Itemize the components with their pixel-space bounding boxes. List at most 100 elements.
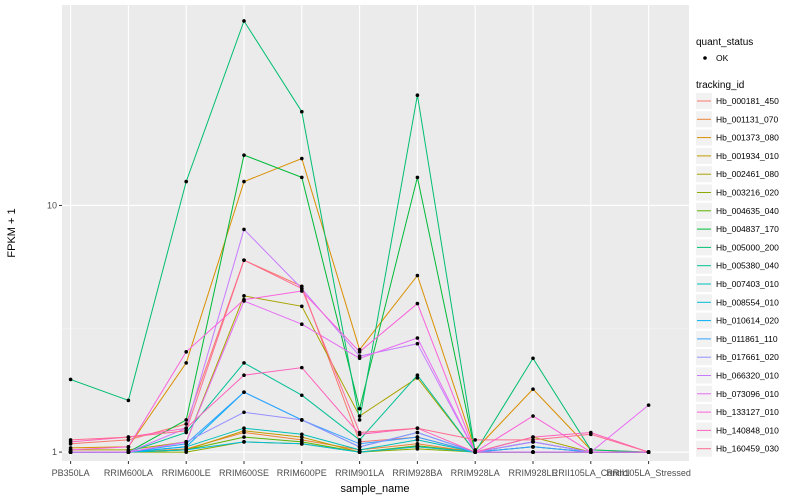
data-point-Hb_005380_040 — [300, 393, 304, 398]
x-axis: PB350LA RRIM600LA RRIM600LE RRIM600SE RRIM60… — [52, 461, 691, 478]
data-point-Hb_011861_110 — [242, 390, 246, 394]
data-point-Hb_007403_010 — [242, 426, 246, 430]
legend-label: Hb_001934_010 — [716, 151, 779, 161]
x-tick-label: RRIM600LE — [162, 468, 211, 478]
legend-quant-status-key — [703, 56, 707, 60]
data-point-Hb_005000_200 — [357, 418, 362, 422]
data-point-Hb_005000_200 — [531, 356, 535, 361]
data-point-Hb_000181_450 — [184, 422, 188, 426]
x-axis-title: sample_name — [340, 483, 409, 495]
data-point-Hb_011861_110 — [357, 442, 362, 446]
data-point-Hb_160459_030 — [242, 258, 246, 262]
data-point-Hb_133127_010 — [589, 450, 593, 454]
y-axis: 1 10 — [47, 200, 62, 457]
data-point-Hb_017661_020 — [242, 410, 246, 415]
data-point-Hb_140848_010 — [184, 426, 188, 430]
data-point-Hb_005000_200 — [300, 109, 304, 114]
legend-label: Hb_133127_010 — [716, 407, 779, 417]
legend-label: Hb_010614_020 — [716, 316, 779, 326]
data-point-Hb_066320_010 — [415, 341, 420, 346]
data-point-Hb_073096_010 — [184, 440, 188, 444]
data-point-Hb_001373_080 — [184, 361, 188, 365]
data-point-Hb_073096_010 — [646, 403, 651, 407]
data-point-Hb_008554_010 — [184, 448, 188, 452]
data-point-Hb_005000_200 — [415, 93, 420, 97]
data-point-Hb_133127_010 — [357, 350, 362, 354]
data-point-Hb_002461_080 — [357, 414, 362, 418]
legend-tracking-title: tracking_id — [696, 80, 744, 91]
data-point-Hb_011861_110 — [415, 435, 420, 439]
data-point-Hb_160459_030 — [589, 432, 593, 437]
legend-label: Hb_066320_010 — [716, 371, 779, 381]
data-point-Hb_008554_010 — [242, 440, 246, 444]
data-point-Hb_073096_010 — [531, 450, 535, 454]
data-point-Hb_140848_010 — [300, 365, 304, 370]
data-point-Hb_140848_010 — [473, 450, 478, 454]
data-point-Hb_133127_010 — [68, 448, 73, 452]
data-point-Hb_133127_010 — [415, 301, 420, 306]
data-point-Hb_005000_200 — [184, 179, 188, 184]
data-point-Hb_073096_010 — [126, 450, 131, 454]
data-point-Hb_066320_010 — [242, 227, 246, 232]
x-tick-label: RRII105LA_Control — [552, 468, 630, 478]
data-point-Hb_017661_020 — [300, 418, 304, 422]
data-point-Hb_133127_010 — [242, 297, 246, 302]
legend-label: Hb_017661_020 — [716, 352, 779, 362]
data-point-Hb_001373_080 — [531, 387, 535, 391]
legend-label: Hb_011861_110 — [716, 334, 778, 344]
data-point-Hb_005000_200 — [242, 19, 246, 23]
data-point-Hb_160459_030 — [184, 428, 188, 433]
legend-label: Hb_140848_010 — [716, 425, 779, 435]
data-point-Hb_005380_040 — [357, 438, 362, 442]
data-point-Hb_008554_010 — [357, 450, 362, 454]
x-tick-label: RRIM928LE — [508, 468, 557, 478]
data-point-Hb_073096_010 — [415, 336, 420, 340]
data-point-Hb_160459_030 — [646, 450, 651, 454]
legend-tracking-items: Hb_000181_450 Hb_001131_070 Hb_001373_080 H… — [696, 93, 779, 457]
x-tick-label: RRII105LA_Stressed — [606, 468, 691, 478]
plot-panel — [62, 5, 689, 461]
data-point-Hb_007403_010 — [300, 432, 304, 437]
legend-label: Hb_073096_010 — [716, 389, 779, 399]
data-point-Hb_001373_080 — [300, 156, 304, 161]
legend-label: Hb_004837_170 — [716, 224, 779, 234]
legend-label: Hb_001373_080 — [716, 133, 779, 143]
data-point-Hb_160459_030 — [300, 286, 304, 291]
data-point-Hb_160459_030 — [68, 438, 73, 442]
data-point-Hb_004837_170 — [357, 406, 362, 411]
data-point-Hb_002461_080 — [300, 304, 304, 309]
data-point-Hb_005000_200 — [68, 377, 73, 382]
y-tick-label: 1 — [52, 447, 57, 457]
x-tick-label: RRIM600PE — [277, 468, 327, 478]
data-point-Hb_073096_010 — [357, 356, 362, 361]
data-point-Hb_160459_030 — [473, 438, 478, 442]
legend-label: Hb_000181_450 — [716, 96, 779, 106]
data-point-Hb_002461_080 — [415, 376, 420, 380]
grid-major — [62, 5, 689, 461]
y-tick-label: 10 — [47, 200, 57, 210]
data-point-Hb_004837_170 — [300, 175, 304, 180]
data-point-Hb_005380_040 — [415, 373, 420, 377]
data-point-Hb_133127_010 — [126, 445, 131, 449]
legend-label: Hb_004635_040 — [716, 206, 779, 216]
data-point-Hb_160459_030 — [126, 435, 131, 439]
data-point-Hb_010614_020 — [184, 445, 188, 449]
x-tick-label: RRIM600LA — [104, 468, 153, 478]
data-point-Hb_140848_010 — [531, 435, 535, 439]
data-point-Hb_011861_110 — [531, 445, 535, 449]
data-point-Hb_000181_450 — [126, 438, 131, 442]
data-point-Hb_004837_170 — [242, 153, 246, 157]
data-point-Hb_001934_010 — [242, 428, 246, 433]
legend-label: Hb_008554_010 — [716, 297, 779, 307]
data-point-Hb_017661_020 — [357, 445, 362, 449]
data-point-Hb_007403_010 — [415, 438, 420, 442]
x-tick-label: RRIM928BA — [392, 468, 442, 478]
legend-label: Hb_005380_040 — [716, 261, 779, 271]
legend-label: Hb_160459_030 — [716, 444, 779, 454]
x-tick-label: RRIM901LA — [335, 468, 384, 478]
legend-quant-status-title: quant_status — [696, 37, 753, 48]
data-point-Hb_005380_040 — [242, 361, 246, 365]
data-point-Hb_073096_010 — [300, 322, 304, 327]
data-point-Hb_001934_010 — [300, 435, 304, 439]
x-tick-label: PB350LA — [52, 468, 90, 478]
